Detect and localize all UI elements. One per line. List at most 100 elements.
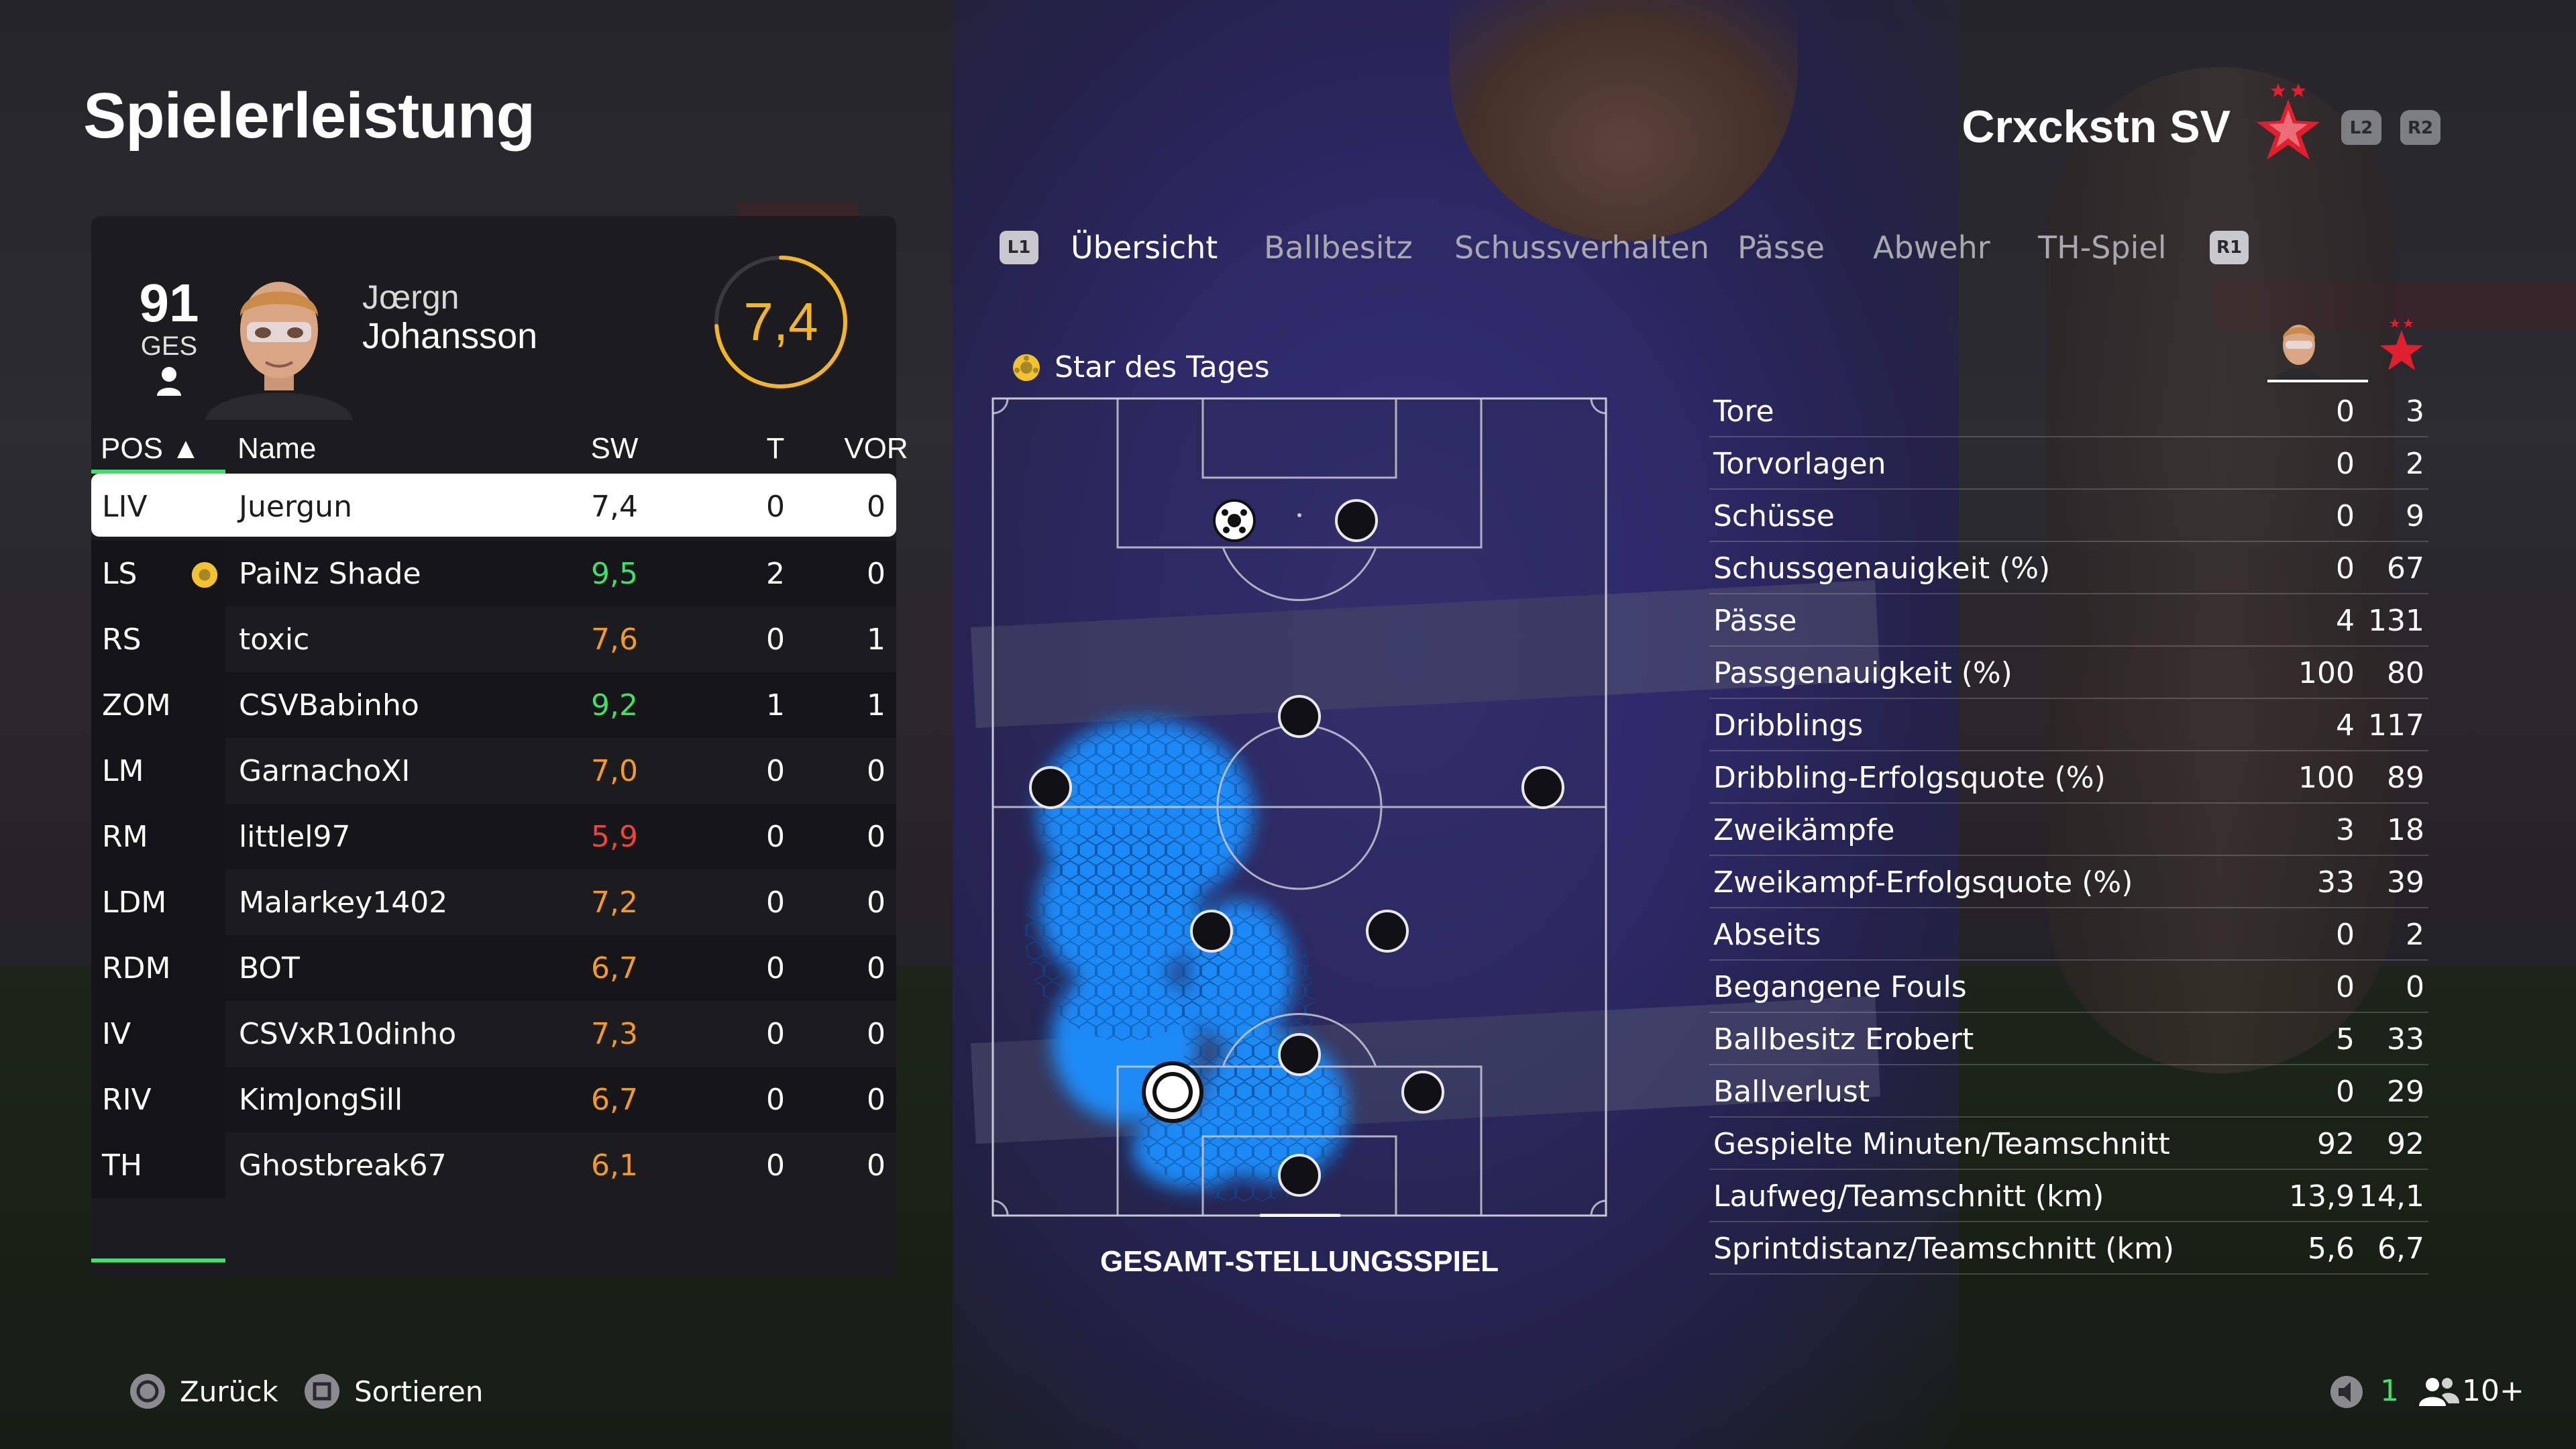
header-pos-sort[interactable]: POS ▲ xyxy=(101,432,201,465)
row-goals: 0 xyxy=(766,623,785,657)
stat-player-value: 0 xyxy=(2336,394,2355,429)
r1-button[interactable]: R1 xyxy=(2210,231,2249,264)
row-player-name: Malarkey1402 xyxy=(239,885,448,920)
stat-team-value: 80 xyxy=(2387,656,2424,690)
match-rating-ring xyxy=(714,256,847,388)
row-goals: 0 xyxy=(766,951,785,985)
position-heatmap xyxy=(991,397,1607,1217)
row-position: TH xyxy=(102,1148,142,1183)
header-name[interactable]: Name xyxy=(237,432,317,465)
circle-button-icon[interactable] xyxy=(129,1373,166,1410)
l2-button[interactable]: L2 xyxy=(2341,110,2381,145)
row-rating: 7,4 xyxy=(591,490,638,524)
stat-row: Begangene Fouls 0 0 xyxy=(1709,959,2428,1013)
stat-player-value: 100 xyxy=(2298,761,2355,795)
row-assists: 0 xyxy=(867,490,885,524)
header-t[interactable]: T xyxy=(766,432,785,465)
header-sw[interactable]: SW xyxy=(590,432,639,465)
row-goals: 1 xyxy=(766,688,785,722)
tab-abwehr[interactable]: Abwehr xyxy=(1873,229,1990,266)
table-row[interactable]: LM GarnachoXI 7,0 0 0 xyxy=(91,738,896,804)
row-assists: 1 xyxy=(867,623,885,657)
stat-row: Schussgenauigkeit (%) 0 67 xyxy=(1709,541,2428,594)
row-goals: 0 xyxy=(766,820,785,854)
row-position: RIV xyxy=(102,1083,152,1117)
table-row[interactable]: LIV Juergun 7,4 0 0 xyxy=(91,474,896,537)
row-position: RM xyxy=(102,820,148,854)
table-row[interactable]: RIV KimJongSill 6,7 0 0 xyxy=(91,1067,896,1132)
row-rating: 7,2 xyxy=(591,885,638,920)
table-row[interactable]: LDM Malarkey1402 7,2 0 0 xyxy=(91,869,896,935)
club-crest-icon xyxy=(2257,83,2320,160)
square-button-icon[interactable] xyxy=(303,1373,341,1410)
player-first-name: Jœrgn xyxy=(362,278,460,316)
stat-label: Abseits xyxy=(1713,918,1821,952)
row-rating: 6,7 xyxy=(591,1083,638,1117)
stat-player-value: 0 xyxy=(2336,970,2355,1004)
selected-player-marker xyxy=(1142,1061,1203,1123)
team-crest-icon xyxy=(2380,318,2423,370)
tab-übersicht[interactable]: Übersicht xyxy=(1071,229,1218,266)
stat-team-value: 29 xyxy=(2387,1075,2424,1109)
stat-player-value: 5,6 xyxy=(2308,1232,2355,1266)
person-icon xyxy=(157,367,181,396)
row-assists: 1 xyxy=(867,688,885,722)
stat-team-value: 2 xyxy=(2406,918,2424,952)
row-position: RS xyxy=(102,623,142,657)
row-goals: 0 xyxy=(766,490,785,524)
stat-team-value: 9 xyxy=(2406,499,2424,533)
table-header: POS ▲ Name SW T VOR xyxy=(91,420,908,474)
table-row[interactable]: RDM BOT 6,7 0 0 xyxy=(91,935,896,1001)
table-row[interactable]: ZOM CSVBabinho 9,2 1 1 xyxy=(91,672,896,738)
table-row[interactable]: LS PaiNz Shade 9,5 2 0 xyxy=(91,541,896,606)
scroll-indicator xyxy=(91,1258,225,1263)
row-rating: 9,5 xyxy=(591,557,638,591)
row-player-name: littlel97 xyxy=(239,820,351,854)
stat-row: Tore 0 3 xyxy=(1709,384,2428,437)
row-rating: 6,7 xyxy=(591,951,638,985)
row-position: ZOM xyxy=(102,688,171,722)
stat-row: Dribblings 4 117 xyxy=(1709,698,2428,751)
tab-schussverhalten[interactable]: Schussverhalten xyxy=(1454,229,1709,266)
row-goals: 0 xyxy=(766,1083,785,1117)
speaker-icon xyxy=(2330,1376,2363,1408)
tab-ballbesitz[interactable]: Ballbesitz xyxy=(1264,229,1413,266)
page-title: Spielerleistung xyxy=(83,80,535,152)
tab-th-spiel[interactable]: TH-Spiel xyxy=(2038,229,2167,266)
table-row[interactable]: RM littlel97 5,9 0 0 xyxy=(91,804,896,869)
table-row[interactable]: TH Ghostbreak67 6,1 0 0 xyxy=(91,1132,896,1198)
back-button[interactable]: Zurück xyxy=(180,1375,278,1408)
l1-button[interactable]: L1 xyxy=(1000,231,1038,264)
tab-pässe[interactable]: Pässe xyxy=(1737,229,1825,266)
stat-player-value: 33 xyxy=(2317,865,2355,900)
row-player-name: Ghostbreak67 xyxy=(239,1148,447,1183)
row-player-name: CSVBabinho xyxy=(239,688,419,722)
stat-team-value: 18 xyxy=(2387,813,2424,847)
player-positions xyxy=(1029,499,1564,1197)
stat-player-value: 0 xyxy=(2336,1075,2355,1109)
row-rating: 7,0 xyxy=(591,754,638,788)
table-row[interactable]: RS toxic 7,6 0 1 xyxy=(91,606,896,672)
stat-label: Gespielte Minuten/Teamschnitt xyxy=(1713,1127,2170,1161)
heatmap-caption: GESAMT-STELLUNGSSPIEL xyxy=(1099,1245,1499,1278)
header-vor[interactable]: VOR xyxy=(844,432,908,465)
ball-icon xyxy=(1213,499,1256,542)
star-of-the-day-icon xyxy=(1013,354,1040,381)
stat-team-value: 0 xyxy=(2406,970,2424,1004)
stat-row: Dribbling-Erfolgsquote (%) 100 89 xyxy=(1709,750,2428,804)
stat-label: Tore xyxy=(1713,394,1774,429)
overall-label: GES xyxy=(140,331,198,361)
row-goals: 0 xyxy=(766,1017,785,1051)
stat-player-value: 13,9 xyxy=(2289,1179,2355,1214)
player-table: POS ▲ Name SW T VOR LIV Juergun 7,4 0 0 LS Pai… xyxy=(91,420,908,1277)
table-row[interactable]: IV CSVxR10dinho 7,3 0 0 xyxy=(91,1001,896,1067)
row-player-name: Juergun xyxy=(239,490,352,524)
r2-button[interactable]: R2 xyxy=(2400,110,2440,145)
stat-player-value: 92 xyxy=(2317,1127,2355,1161)
stat-team-value: 92 xyxy=(2387,1127,2424,1161)
stat-row: Passgenauigkeit (%) 100 80 xyxy=(1709,645,2428,699)
row-player-name: GarnachoXI xyxy=(239,754,411,788)
stat-label: Pässe xyxy=(1713,604,1797,638)
sort-button[interactable]: Sortieren xyxy=(354,1375,484,1408)
stat-label: Zweikämpfe xyxy=(1713,813,1895,847)
